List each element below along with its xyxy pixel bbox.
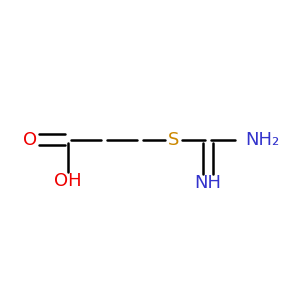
Text: NH: NH: [194, 174, 221, 192]
Text: OH: OH: [55, 172, 82, 190]
Text: O: O: [22, 130, 37, 148]
Text: NH₂: NH₂: [245, 130, 279, 148]
Text: S: S: [168, 130, 179, 148]
